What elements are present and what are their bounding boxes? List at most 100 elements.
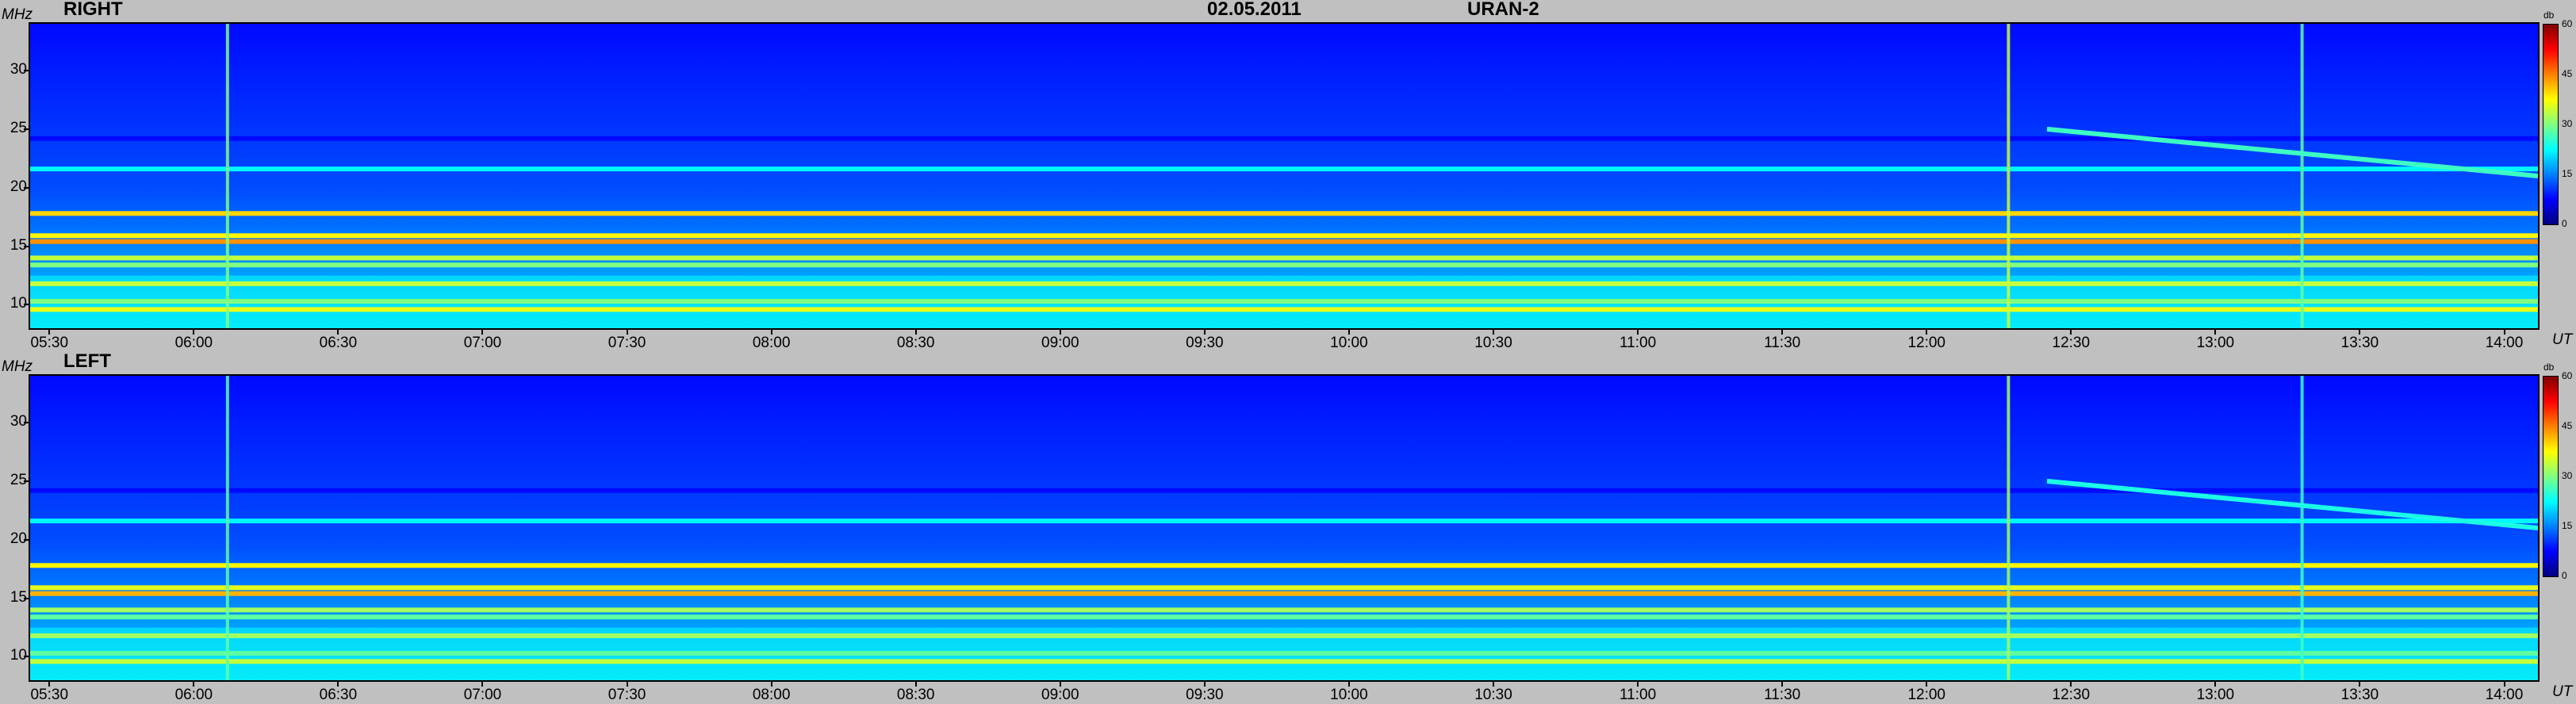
y-tick-label: 15: [10, 236, 27, 254]
x-tick-label: 09:30: [1186, 687, 1224, 703]
y-tick-label: 20: [10, 530, 27, 547]
x-tick-label: 06:00: [174, 335, 213, 351]
horizontal-band: [30, 591, 2538, 596]
y-unit-label: MHz: [2, 6, 33, 23]
y-unit-label: MHz: [2, 358, 33, 375]
x-tick-label: 10:30: [1474, 687, 1512, 703]
x-tick-label: 07:30: [608, 687, 646, 703]
x-tick-label: 14:00: [2485, 687, 2524, 703]
horizontal-band: [30, 262, 2538, 268]
y-tick-mark: [24, 422, 29, 424]
x-tick-label: 09:30: [1186, 335, 1224, 351]
x-tick-mark: [193, 682, 195, 687]
horizontal-band: [30, 518, 2538, 524]
y-tick-label: 25: [10, 119, 27, 136]
horizontal-band: [30, 614, 2538, 620]
x-tick-label: 12:00: [1907, 687, 1945, 703]
horizontal-band: [30, 281, 2538, 286]
horizontal-band: [30, 488, 2538, 493]
x-tick-mark: [481, 330, 484, 335]
y-tick-mark: [24, 480, 29, 482]
horizontal-band: [30, 233, 2538, 239]
horizontal-band: [30, 651, 2538, 656]
x-tick-label: 12:30: [2052, 687, 2091, 703]
colorbar-gradient: [2543, 25, 2558, 224]
y-tick-mark: [24, 245, 29, 247]
x-tick-mark: [1781, 682, 1784, 687]
x-tick-mark: [1926, 330, 1928, 335]
horizontal-band: [30, 166, 2538, 172]
x-tick-label: 13:00: [2196, 687, 2235, 703]
y-tick-label: 25: [10, 471, 27, 488]
x-tick-mark: [2214, 330, 2217, 335]
x-tick-mark: [2359, 330, 2361, 335]
x-tick-mark: [1781, 330, 1784, 335]
x-tick-mark: [1493, 682, 1494, 687]
x-tick-label: 12:00: [1907, 335, 1945, 351]
x-tick-label: 09:00: [1041, 335, 1079, 351]
x-tick-label: 08:00: [752, 335, 791, 351]
x-tick-mark: [1493, 330, 1494, 335]
x-tick-mark: [1059, 330, 1061, 335]
drifting-trace: [2046, 478, 2538, 530]
x-tick-mark: [2503, 330, 2505, 335]
x-tick-label: 10:00: [1330, 335, 1368, 351]
x-tick-label: 11:30: [1764, 687, 1801, 703]
horizontal-band: [30, 563, 2538, 568]
colorbar-tick-label: 45: [2562, 68, 2573, 79]
vertical-burst: [225, 24, 229, 328]
spectrogram-plot[interactable]: [29, 374, 2540, 682]
x-tick-mark: [2070, 682, 2072, 687]
x-tick-label: 10:00: [1330, 687, 1368, 703]
colorbar-fill: [2543, 377, 2558, 576]
x-unit-label: UT: [2552, 683, 2573, 700]
x-tick-mark: [1203, 330, 1206, 335]
y-tick-mark: [24, 538, 29, 541]
x-tick-label: 06:00: [174, 687, 213, 703]
x-tick-label: 13:30: [2340, 335, 2379, 351]
y-tick-label: 10: [10, 295, 27, 312]
colorbar-unit-label: db: [2543, 10, 2555, 21]
drifting-trace: [2046, 126, 2538, 178]
x-tick-mark: [1926, 682, 1928, 687]
x-tick-mark: [48, 682, 51, 687]
y-tick-label: 30: [10, 61, 27, 78]
horizontal-band: [30, 299, 2538, 304]
colorbar-tick-label: 15: [2562, 520, 2573, 531]
y-tick-label: 30: [10, 413, 27, 430]
horizontal-band: [30, 255, 2538, 261]
spectrogram-plot[interactable]: [29, 22, 2540, 330]
horizontal-band: [30, 239, 2538, 244]
date-title: 02.05.2011: [1207, 0, 1301, 20]
x-tick-mark: [1059, 682, 1061, 687]
x-tick-label: 05:30: [30, 335, 69, 351]
x-tick-mark: [1637, 682, 1639, 687]
x-tick-mark: [770, 330, 772, 335]
x-tick-mark: [626, 330, 628, 335]
colorbar-tick-label: 60: [2562, 18, 2573, 29]
panel-title: RIGHT: [63, 0, 123, 20]
y-tick-mark: [24, 186, 29, 189]
x-tick-label: 14:00: [2485, 335, 2524, 351]
horizontal-band: [30, 307, 2538, 312]
vertical-burst: [2300, 24, 2304, 328]
x-tick-label: 10:30: [1474, 335, 1512, 351]
y-tick-mark: [24, 70, 29, 72]
x-tick-label: 12:30: [2052, 335, 2091, 351]
vertical-burst: [2300, 376, 2304, 680]
x-tick-label: 08:00: [752, 687, 791, 703]
x-tick-label: 07:00: [463, 687, 502, 703]
x-tick-label: 07:00: [463, 335, 502, 351]
x-tick-label: 11:00: [1620, 335, 1657, 351]
y-tick-label: 10: [10, 647, 27, 664]
y-tick-mark: [24, 656, 29, 658]
x-tick-mark: [48, 330, 51, 335]
horizontal-band: [30, 136, 2538, 141]
x-tick-label: 08:30: [896, 687, 935, 703]
panel-title: LEFT: [63, 350, 111, 372]
x-tick-label: 07:30: [608, 335, 646, 351]
colorbar-unit-label: db: [2543, 362, 2555, 373]
x-tick-mark: [2503, 682, 2505, 687]
horizontal-band: [30, 211, 2538, 216]
x-tick-mark: [2070, 330, 2072, 335]
